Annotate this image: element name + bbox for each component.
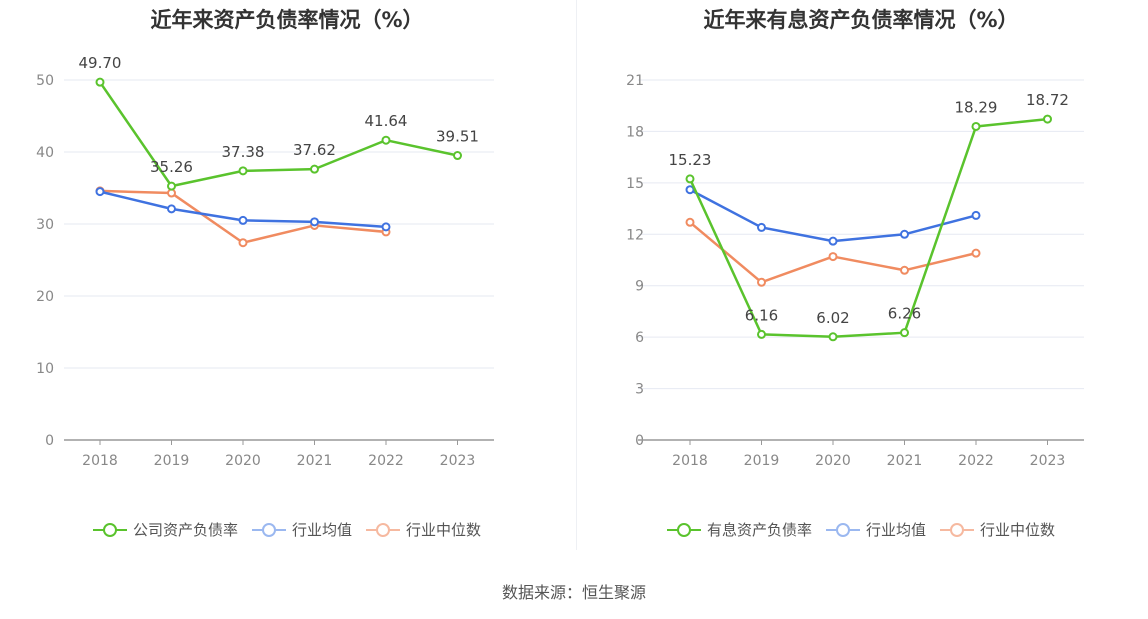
- x-tick-label: 2022: [368, 453, 404, 469]
- y-tick-label: 50: [36, 73, 54, 89]
- legend-label: 行业中位数: [406, 521, 482, 539]
- data-point[interactable]: [971, 121, 981, 131]
- chart-title: 近年来有息资产负债率情况（%）: [703, 8, 1019, 32]
- y-tick-label: 0: [635, 433, 644, 449]
- data-point[interactable]: [900, 229, 909, 239]
- data-point[interactable]: [828, 332, 838, 342]
- legend-item-industry-avg[interactable]: 行业均值: [251, 519, 352, 540]
- series-line: [689, 188, 977, 243]
- y-tick-label: 3: [635, 382, 644, 398]
- line-chart-interest-debt-ratio: 0 3 6 9 12 15 18 21 2018 2019 2020 2021 2022 2023 15.2…: [626, 73, 1084, 469]
- data-point[interactable]: [238, 215, 248, 225]
- chart-panel-interest-debt-ratio: 近年来有息资产负债率情况（%） 0 3 6 9 12 15 18 21 2018 2019 2020…: [574, 0, 1148, 560]
- data-point[interactable]: [685, 185, 695, 195]
- data-label: 41.64: [365, 112, 408, 130]
- data-label: 18.72: [1026, 91, 1069, 109]
- data-point[interactable]: [757, 277, 766, 287]
- data-point[interactable]: [310, 217, 319, 227]
- data-label: 6.02: [816, 309, 849, 327]
- data-point[interactable]: [757, 329, 766, 339]
- line-chart-debt-ratio: 0 10 20 30 40 50 2018 2019 2020 2021 2022 2023 49.70…: [36, 54, 494, 469]
- chart-panel-debt-ratio: 近年来资产负债率情况（%） 0 10 20 30 40 50 2018 2019 2020 202…: [0, 0, 574, 560]
- y-tick-label: 12: [626, 227, 644, 243]
- data-label: 35.26: [150, 158, 193, 176]
- legend-item-company[interactable]: 有息资产负债率: [666, 519, 812, 540]
- legend-line-icon: [825, 522, 860, 538]
- data-point[interactable]: [685, 217, 695, 227]
- legend-line-icon: [366, 522, 400, 538]
- chart-title: 近年来资产负债率情况（%）: [150, 8, 424, 32]
- x-tick-label: 2020: [225, 453, 261, 469]
- x-tick-label: 2021: [887, 453, 923, 469]
- data-label: 6.16: [745, 306, 778, 324]
- legend-label: 公司资产负债率: [132, 521, 238, 539]
- data-point[interactable]: [381, 135, 391, 145]
- data-point[interactable]: [167, 181, 176, 191]
- data-point[interactable]: [757, 222, 766, 232]
- x-tick-label: 2023: [1030, 453, 1066, 469]
- legend-label: 行业中位数: [980, 521, 1056, 539]
- y-tick-label: 6: [635, 330, 644, 346]
- data-point[interactable]: [685, 174, 695, 184]
- data-point[interactable]: [381, 222, 391, 232]
- legend-label: 有息资产负债率: [706, 521, 812, 539]
- y-tick-label: 10: [36, 361, 54, 377]
- data-point[interactable]: [238, 238, 248, 248]
- data-point[interactable]: [453, 151, 462, 161]
- x-tick-label: 2022: [958, 453, 994, 469]
- y-tick-label: 21: [626, 73, 644, 89]
- data-point[interactable]: [971, 210, 981, 220]
- panel-divider: [576, 0, 577, 550]
- legend-label: 行业均值: [291, 521, 352, 539]
- x-tick-label: 2021: [297, 453, 333, 469]
- x-tick-label: 2023: [440, 453, 476, 469]
- x-tick-label: 2019: [154, 453, 190, 469]
- legend-line-icon: [92, 522, 127, 538]
- series-line: [98, 81, 458, 188]
- data-point[interactable]: [1043, 114, 1052, 124]
- y-tick-label: 40: [36, 145, 54, 161]
- x-tick-label: 2019: [744, 453, 780, 469]
- x-tick-label: 2018: [672, 453, 708, 469]
- data-point[interactable]: [310, 164, 319, 174]
- data-label: 39.51: [436, 128, 479, 146]
- x-tick-label: 2018: [82, 453, 118, 469]
- legend-item-industry-median[interactable]: 行业中位数: [940, 519, 1055, 540]
- legend-line-icon: [940, 522, 974, 538]
- y-tick-label: 9: [635, 279, 644, 295]
- x-tick-label: 2020: [815, 453, 851, 469]
- data-point[interactable]: [828, 252, 838, 262]
- legend-item-company[interactable]: 公司资产负债率: [92, 519, 238, 540]
- data-label: 49.70: [79, 54, 122, 72]
- data-point[interactable]: [900, 328, 909, 338]
- data-label: 6.26: [888, 305, 921, 323]
- data-point[interactable]: [167, 204, 176, 214]
- data-label: 15.23: [669, 151, 712, 169]
- data-point[interactable]: [828, 236, 838, 246]
- data-point[interactable]: [900, 265, 909, 275]
- y-tick-label: 30: [36, 217, 54, 233]
- legend-line-icon: [666, 522, 701, 538]
- y-tick-label: 18: [626, 124, 644, 140]
- data-label: 37.38: [222, 143, 265, 161]
- legend-line-icon: [251, 522, 286, 538]
- data-source-note: 数据来源：恒生聚源: [501, 583, 646, 602]
- data-label: 18.29: [955, 98, 998, 116]
- data-point[interactable]: [238, 166, 248, 176]
- legend-item-industry-avg[interactable]: 行业均值: [825, 519, 926, 540]
- legend-label: 行业均值: [865, 521, 926, 539]
- legend-item-industry-median[interactable]: 行业中位数: [366, 519, 481, 540]
- data-point[interactable]: [971, 248, 981, 258]
- chart-legend: 公司资产负债率 行业均值 行业中位数: [0, 519, 574, 540]
- y-tick-label: 20: [36, 289, 54, 305]
- chart-legend: 有息资产负债率 行业均值 行业中位数: [574, 519, 1148, 540]
- data-point[interactable]: [95, 77, 105, 87]
- y-tick-label: 0: [45, 433, 54, 449]
- series-line: [688, 117, 1048, 339]
- y-tick-label: 15: [626, 176, 644, 192]
- data-label: 37.62: [293, 141, 336, 159]
- data-point[interactable]: [95, 187, 105, 197]
